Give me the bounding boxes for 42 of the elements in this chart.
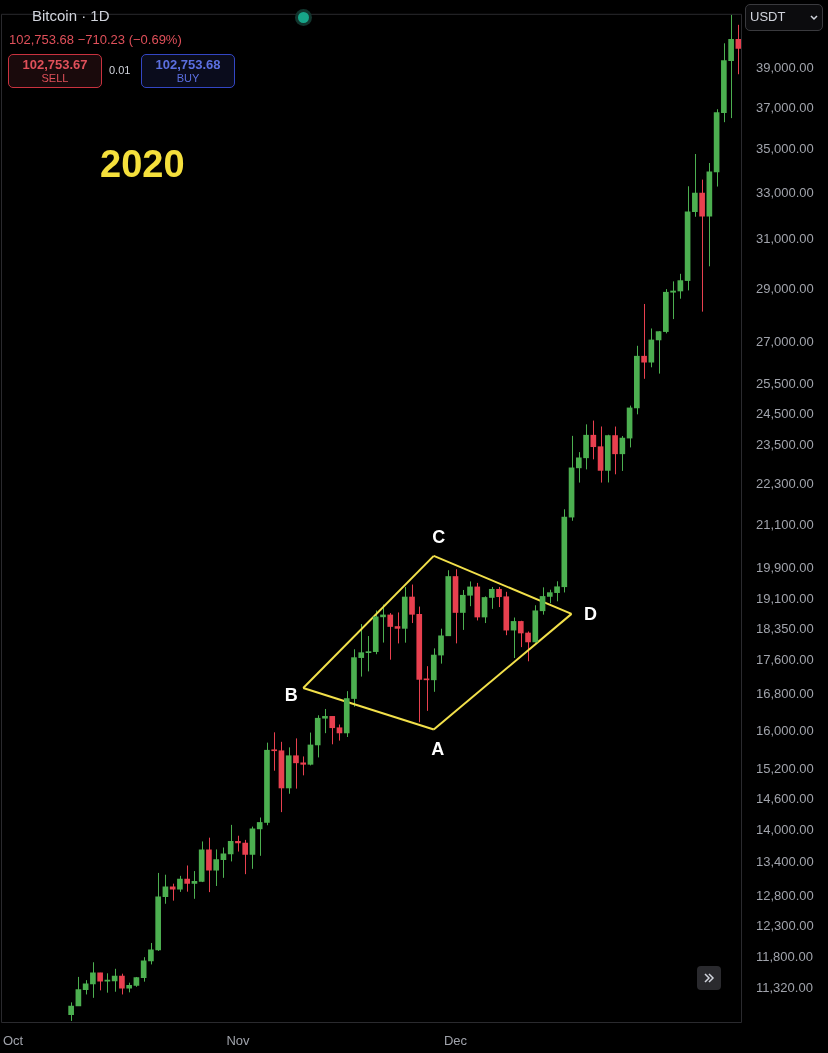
annotation: C	[432, 526, 446, 547]
y-tick-label: 13,400.00	[756, 854, 814, 870]
annotation: SELL	[40, 72, 70, 84]
y-tick-label: 11,320.00	[756, 979, 813, 995]
chart-title: Bitcoin · 1D	[32, 7, 110, 24]
annotation: 102,753.67	[21, 57, 89, 72]
y-tick-label: 27,000.00	[756, 333, 814, 349]
y-tick-label: 24,500.00	[756, 405, 814, 421]
y-tick-label: 18,350.00	[756, 620, 814, 636]
y-tick-label: 11,800.00	[756, 948, 813, 964]
y-tick-label: 12,800.00	[756, 888, 814, 904]
y-tick-label: 19,100.00	[756, 590, 814, 606]
x-tick-label: Dec	[443, 1033, 468, 1049]
annotation: 102,753.68	[154, 57, 222, 72]
y-axis-title: USDT	[750, 9, 786, 24]
annotation: 0.01	[109, 64, 131, 76]
y-tick-label: 31,000.00	[756, 231, 814, 247]
annotation: D	[584, 603, 598, 624]
x-tick-label: Nov	[226, 1033, 250, 1049]
y-tick-label: 16,800.00	[756, 686, 814, 702]
y-tick-label: 16,000.00	[756, 722, 814, 738]
y-tick-label: 33,000.00	[756, 184, 814, 200]
y-tick-label: 25,500.00	[756, 376, 814, 392]
y-tick-label: 19,900.00	[756, 560, 814, 576]
annotation: 2020	[100, 143, 185, 186]
annotation: B	[284, 685, 298, 706]
y-tick-label: 37,000.00	[756, 99, 814, 115]
y-tick-label: 29,000.00	[756, 280, 814, 296]
y-tick-label: 35,000.00	[756, 140, 814, 156]
x-tick-label: Oct	[2, 1033, 24, 1049]
y-tick-label: 21,100.00	[756, 516, 814, 532]
y-tick-label: 22,300.00	[756, 475, 814, 491]
y-tick-label: 17,600.00	[756, 651, 814, 667]
y-tick-label: 14,000.00	[756, 821, 814, 837]
annotation: A	[431, 738, 445, 759]
y-tick-label: 15,200.00	[756, 760, 814, 776]
annotation: BUY	[175, 72, 201, 84]
y-tick-label: 39,000.00	[756, 60, 814, 76]
y-tick-label: 23,500.00	[756, 436, 814, 452]
y-tick-label: 14,600.00	[756, 790, 814, 806]
text: 102,753.68 −710.23 (−0.69%)	[9, 32, 182, 47]
y-tick-label: 12,300.00	[756, 917, 814, 933]
